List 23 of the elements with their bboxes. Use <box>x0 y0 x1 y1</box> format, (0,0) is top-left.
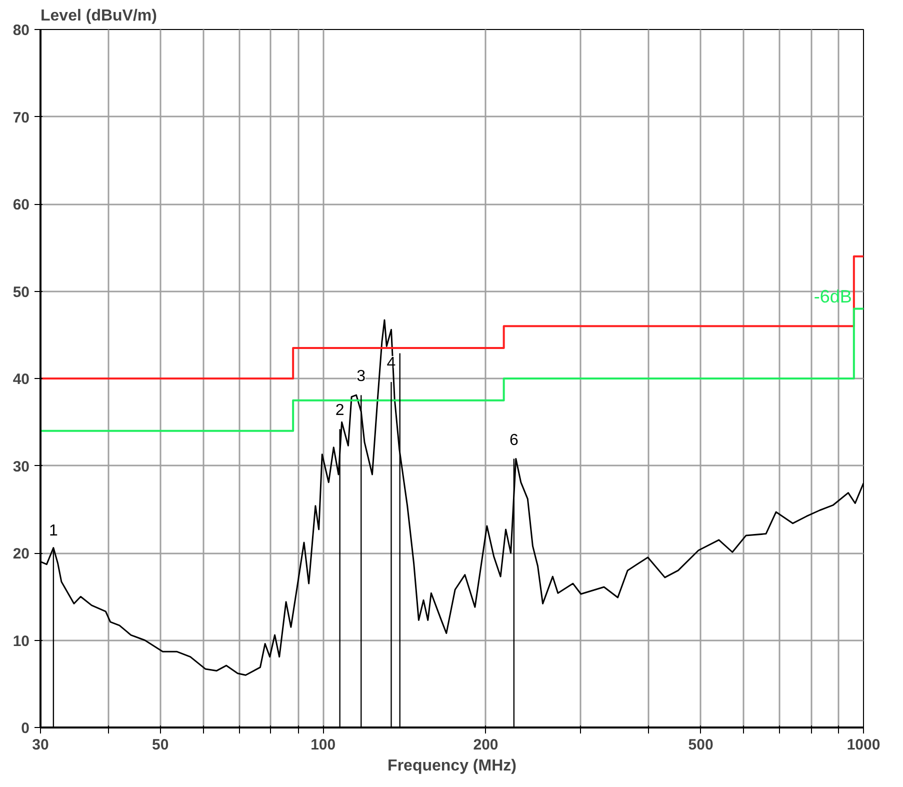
y-tick-label: 60 <box>12 196 30 214</box>
y-tick-label: 40 <box>12 371 30 388</box>
y-tick-label: 0 <box>21 720 30 737</box>
x-tick-label: 1000 <box>846 736 880 754</box>
annotation: 6 <box>509 432 518 449</box>
x-tick-label: 50 <box>152 736 169 754</box>
y-tick-label: 10 <box>12 632 30 650</box>
y-tick-label: 50 <box>12 284 30 301</box>
y-tick-label: 20 <box>12 546 30 562</box>
y-tick-label: 70 <box>12 109 30 126</box>
annotation: 3 <box>356 368 366 386</box>
x-axis-title: Frequency (MHz) <box>388 758 516 774</box>
y-axis-title: Level (dBuV/m) <box>40 8 157 24</box>
x-tick-label: 500 <box>688 736 714 754</box>
annotation: 1 <box>48 522 58 540</box>
y-tick-label: 30 <box>12 458 30 476</box>
annotation: -6dB <box>814 286 852 307</box>
x-tick-label: 30 <box>32 736 49 754</box>
annotation: 2 <box>335 402 344 420</box>
annotation: 4 <box>386 354 396 372</box>
x-tick-label: 200 <box>473 736 498 754</box>
y-tick-label: 80 <box>12 22 30 39</box>
x-tick-label: 100 <box>310 736 336 754</box>
